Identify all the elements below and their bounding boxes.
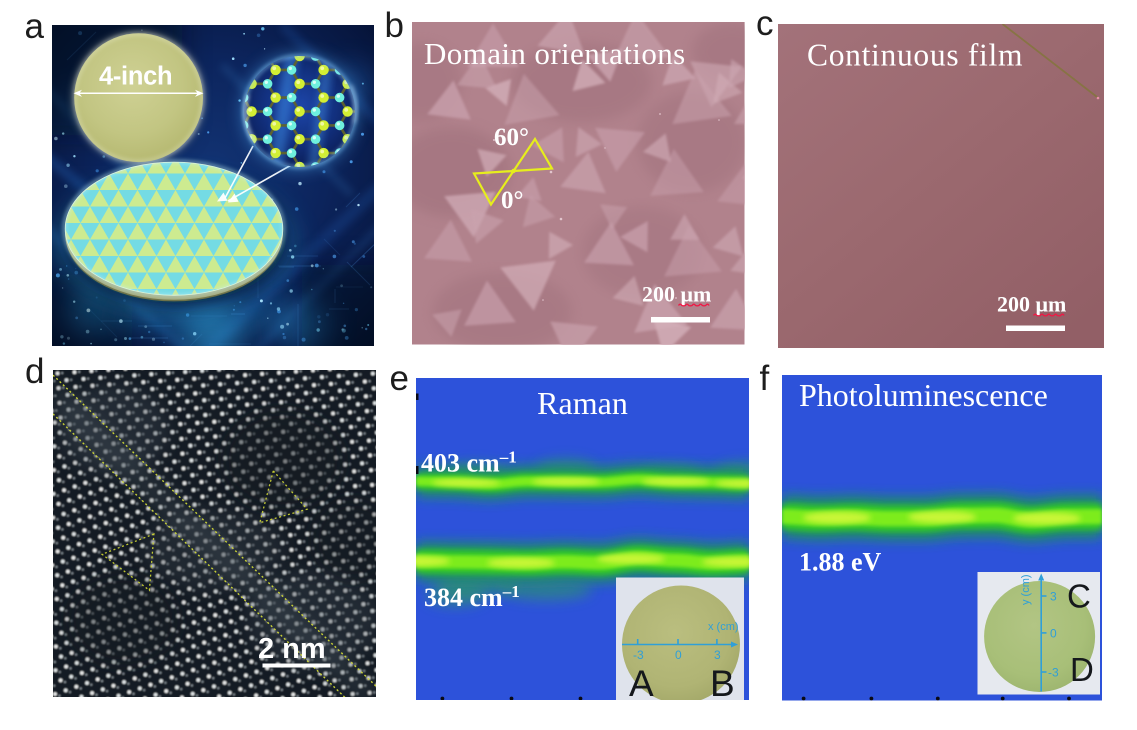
- svg-text:C: C: [1067, 578, 1091, 615]
- svg-text:0: 0: [1050, 627, 1057, 641]
- svg-text:0°: 0°: [501, 187, 524, 214]
- svg-text:0: 0: [675, 648, 682, 662]
- svg-text:2 nm: 2 nm: [258, 633, 326, 665]
- svg-text:Raman: Raman: [537, 385, 628, 421]
- svg-text:-3: -3: [1048, 666, 1059, 680]
- svg-text:A: A: [629, 663, 654, 701]
- svg-text:200 μm: 200 μm: [997, 291, 1066, 316]
- svg-text:60°: 60°: [494, 124, 529, 151]
- svg-text:4-inch: 4-inch: [99, 62, 172, 90]
- svg-text:y (cm): y (cm): [1020, 574, 1032, 605]
- svg-text:x (cm): x (cm): [708, 621, 739, 633]
- svg-text:B: B: [710, 663, 735, 701]
- svg-text:3: 3: [1050, 590, 1057, 604]
- svg-text:Continuous film: Continuous film: [807, 37, 1023, 72]
- svg-text:D: D: [1070, 651, 1094, 688]
- svg-text:Photoluminescence: Photoluminescence: [799, 377, 1048, 413]
- svg-text:1.88 eV: 1.88 eV: [799, 548, 882, 577]
- svg-text:-3: -3: [633, 648, 644, 662]
- svg-text:200 μm: 200 μm: [642, 282, 711, 307]
- svg-text:3: 3: [714, 648, 721, 662]
- svg-text:Domain orientations: Domain orientations: [424, 36, 686, 71]
